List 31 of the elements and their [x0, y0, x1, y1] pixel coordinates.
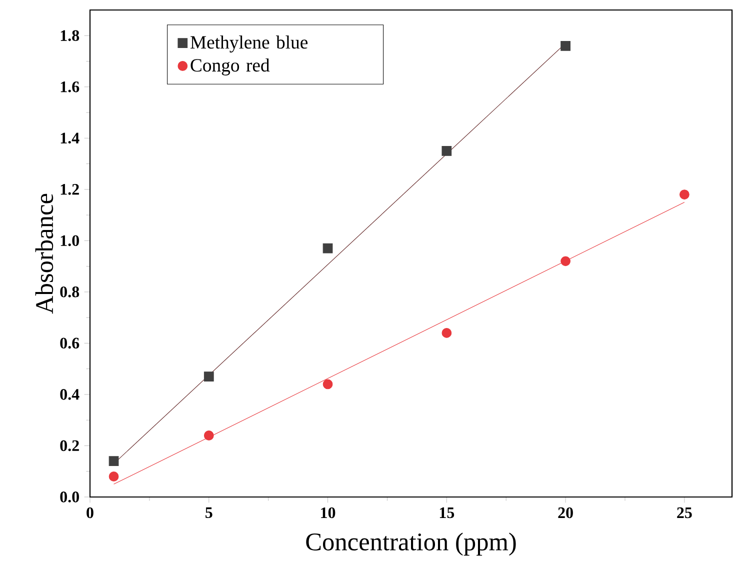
- x-tick-label: 5: [206, 507, 212, 518]
- y-tick-label: 1.0: [60, 235, 79, 246]
- y-tick-label: 0.0: [60, 492, 79, 502]
- point: [442, 328, 452, 338]
- point: [322, 243, 333, 254]
- y-tick-label: 0.4: [60, 389, 80, 400]
- point: [322, 379, 333, 390]
- x-tick-label: 25: [677, 507, 692, 518]
- x-tick-label: 15: [440, 507, 454, 518]
- x-tick-label: 10: [321, 507, 336, 518]
- x-tick-label: 20: [558, 507, 573, 518]
- y-tick-label: 0.6: [60, 338, 80, 349]
- point: [680, 190, 690, 200]
- y-tick-label: 1.2: [60, 184, 79, 195]
- y-tick-label: 1.6: [60, 81, 80, 92]
- point: [442, 146, 452, 156]
- y-tick-label: 1.8: [60, 30, 80, 42]
- y-tick-label: 1.4: [60, 132, 80, 144]
- point: [108, 472, 119, 482]
- legend-label: Congo red: [190, 58, 270, 76]
- point: [204, 430, 214, 440]
- point: [108, 456, 119, 466]
- point: [560, 256, 570, 266]
- x-tick-label: 0: [86, 507, 94, 518]
- y-tick-label: 0.2: [60, 440, 79, 452]
- y-axis-title: Absorbance: [35, 194, 54, 314]
- legend-label: Methylene blue: [190, 36, 308, 53]
- x-axis-title: Concentration (ppm): [306, 532, 516, 556]
- point: [560, 40, 570, 51]
- y-tick-label: 0.8: [60, 286, 80, 298]
- point: [204, 372, 214, 382]
